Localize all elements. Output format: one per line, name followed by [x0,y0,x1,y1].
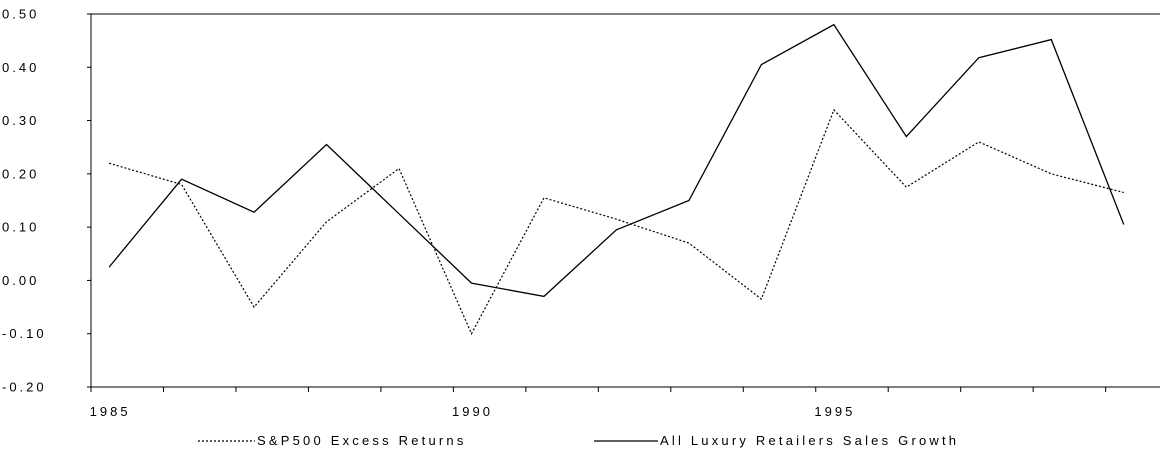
y-tick-label: 0.40 [2,60,39,75]
y-tick-label: 0.00 [2,273,39,288]
y-axis-ticks: 0.50 0.40 0.30 0.20 0.10 0.00 -0.10 -0.20 [2,7,91,395]
y-tick-label: -0.20 [2,380,47,395]
series-line-2 [109,25,1124,297]
y-tick-label: -0.10 [2,326,47,341]
legend: S&P500 Excess Returns All Luxury Retailer… [198,433,959,448]
y-tick-label: 0.50 [2,7,39,22]
y-tick-label: 0.10 [2,220,39,235]
x-tick-label: 1990 [452,404,493,419]
x-tick-label: 1985 [90,404,131,419]
series-line-1 [109,110,1124,334]
x-axis-ticks: 1985 1990 1995 [90,387,1106,419]
legend-label-2: All Luxury Retailers Sales Growth [660,433,959,448]
x-tick-label: 1995 [814,404,855,419]
y-tick-label: 0.30 [2,113,39,128]
axes [91,14,1160,387]
series-lines [109,25,1124,334]
y-tick-label: 0.20 [2,166,39,181]
legend-label-1: S&P500 Excess Returns [257,433,467,448]
